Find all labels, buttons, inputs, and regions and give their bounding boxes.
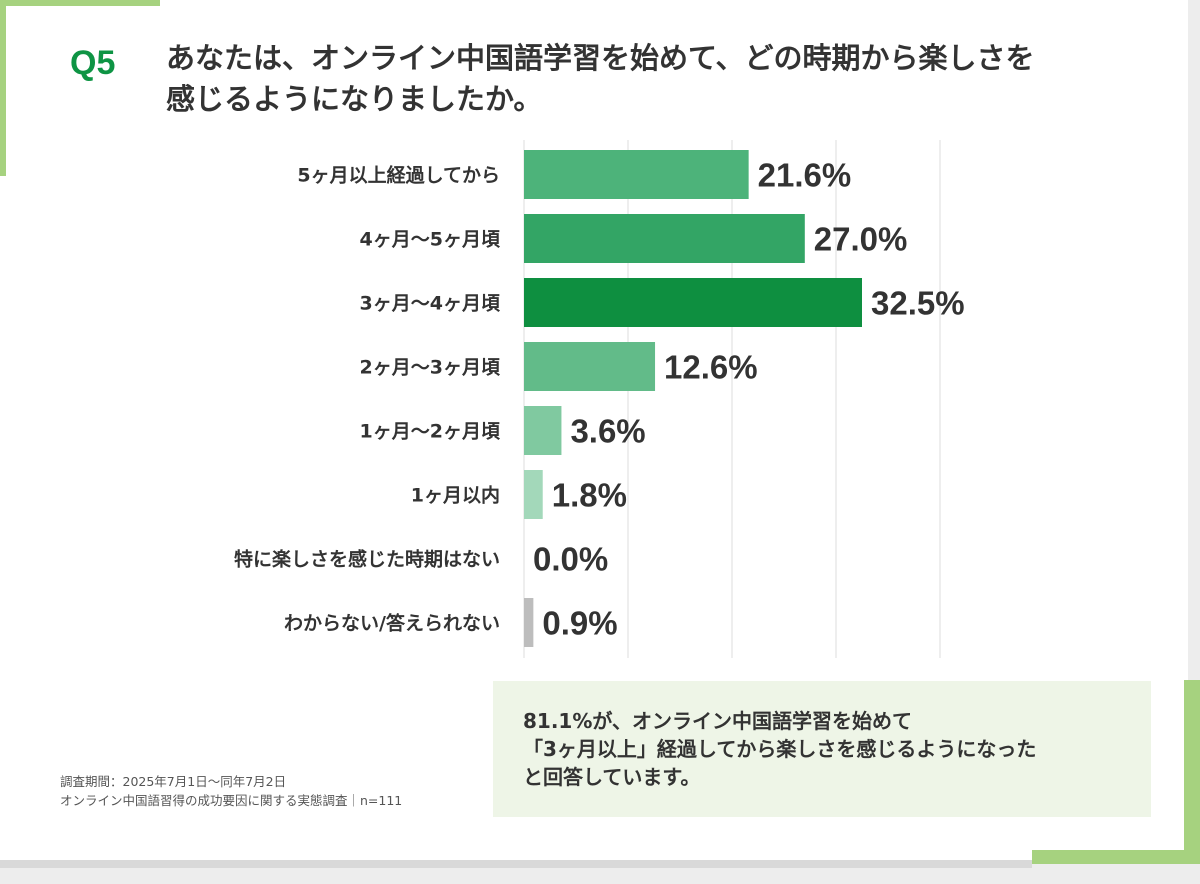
- value-label: 12.6%: [664, 349, 758, 386]
- bar: [524, 406, 562, 455]
- value-label: 32.5%: [871, 285, 965, 322]
- question-number: Q5: [70, 44, 116, 82]
- corner-accent-bottom: [1032, 850, 1200, 864]
- value-label: 0.0%: [533, 541, 608, 578]
- bar: [524, 598, 534, 647]
- question-line-2: 感じるようになりましたか。: [166, 82, 543, 116]
- chart-card: Q5 あなたは、オンライン中国語学習を始めて、どの時期から楽しさを 感じるように…: [0, 0, 1188, 860]
- card-shadow: [0, 860, 1032, 868]
- value-label: 0.9%: [542, 605, 617, 642]
- category-label: 3ヶ月〜4ヶ月頃: [360, 293, 501, 315]
- value-label: 1.8%: [552, 477, 627, 514]
- survey-period: 調査期間：2025年7月1日〜同年7月2日: [60, 774, 287, 789]
- corner-accent-top: [0, 0, 160, 6]
- bar-chart: 5ヶ月以上経過してから 21.6% 4ヶ月〜5ヶ月頃 27.0% 3ヶ月〜4ヶ月頃 32.…: [234, 140, 965, 658]
- bar: [524, 470, 543, 519]
- callout-line-3: と回答しています。: [523, 765, 701, 789]
- value-label: 21.6%: [758, 157, 852, 194]
- category-label: 特に楽しさを感じた時期はない: [234, 548, 500, 571]
- corner-accent-left: [0, 0, 6, 176]
- bar: [524, 278, 862, 327]
- value-label: 27.0%: [814, 221, 908, 258]
- summary-callout: 81.1%が、オンライン中国語学習を始めて 「3ヶ月以上」経過してから楽しさを感…: [493, 681, 1151, 817]
- question-line-1: あなたは、オンライン中国語学習を始めて、どの時期から楽しさを: [166, 41, 1035, 75]
- bar: [524, 214, 805, 263]
- category-label: 1ヶ月以内: [411, 484, 500, 507]
- corner-accent-right: [1184, 680, 1200, 864]
- value-label: 3.6%: [570, 413, 645, 450]
- callout-line-1: 81.1%が、オンライン中国語学習を始めて: [523, 709, 912, 733]
- bar: [524, 150, 749, 199]
- survey-note: 調査期間：2025年7月1日〜同年7月2日 オンライン中国語習得の成功要因に関す…: [60, 772, 402, 810]
- survey-title: オンライン中国語習得の成功要因に関する実態調査｜n=111: [60, 793, 403, 808]
- category-label: 4ヶ月〜5ヶ月頃: [360, 229, 501, 251]
- category-label: わからない/答えられない: [284, 612, 500, 635]
- callout-line-2: 「3ヶ月以上」経過してから楽しさを感じるようになった: [523, 737, 1037, 761]
- bar: [524, 342, 656, 391]
- category-label: 1ヶ月〜2ヶ月頃: [360, 421, 501, 443]
- question-title: あなたは、オンライン中国語学習を始めて、どの時期から楽しさを 感じるようになりま…: [166, 38, 1066, 120]
- category-label: 5ヶ月以上経過してから: [297, 164, 500, 187]
- category-label: 2ヶ月〜3ヶ月頃: [360, 357, 501, 379]
